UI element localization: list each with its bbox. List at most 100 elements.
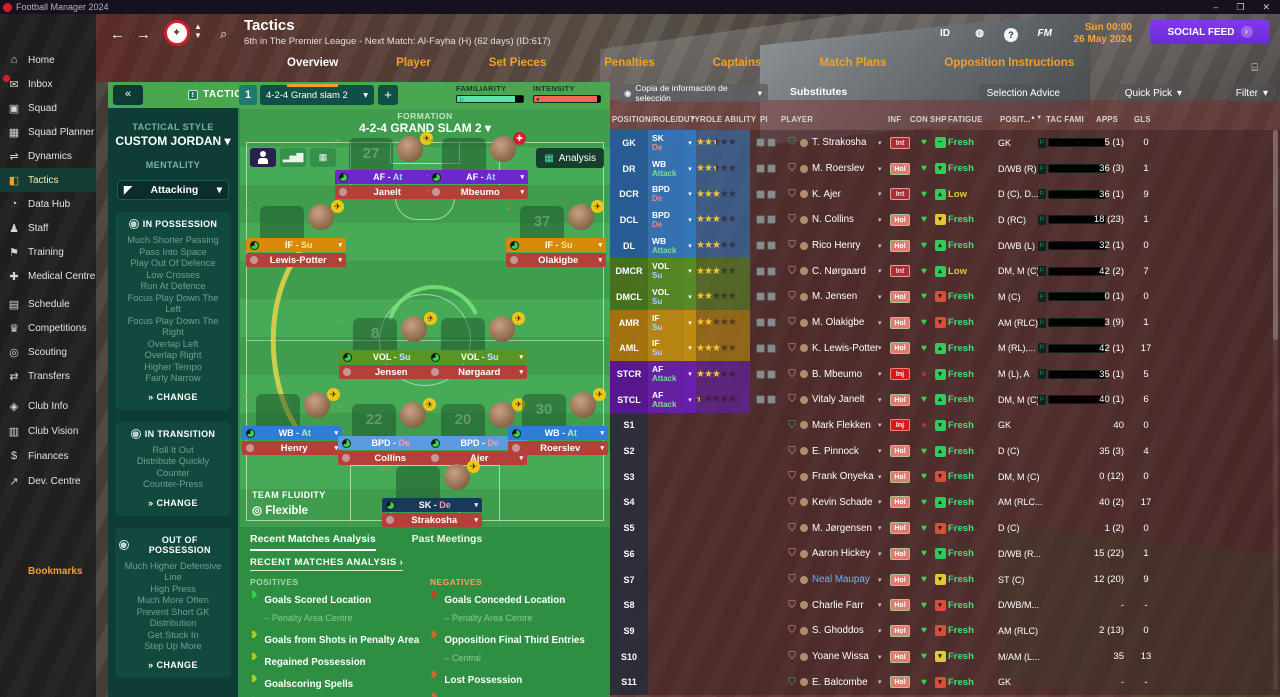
player-name-select[interactable]: Nørgaard ▾ — [427, 365, 527, 379]
player-name[interactable]: M. Jensen — [812, 291, 858, 303]
tab-penalties[interactable]: Penalties — [604, 57, 655, 69]
help-icon[interactable]: ? — [1004, 28, 1018, 42]
manager-id-label[interactable]: ID — [940, 28, 950, 39]
player-instructions-icons[interactable] — [756, 310, 782, 336]
search-icon[interactable]: ⌕ — [220, 26, 228, 41]
player-instructions-icons[interactable] — [756, 156, 782, 182]
player-name[interactable]: N. Collins — [812, 214, 854, 226]
col-shp[interactable]: SHP — [930, 115, 947, 124]
player-chevron-icon[interactable]: ▾ — [878, 525, 882, 533]
player-instructions-icons[interactable] — [756, 233, 782, 259]
close-button[interactable]: ✕ — [1262, 1, 1270, 12]
player-name-select[interactable]: Ajer ▾ — [427, 451, 527, 465]
player-name-select[interactable]: Henry ▾ — [242, 441, 342, 455]
player-name-select[interactable]: Mbeumo ▾ — [428, 185, 528, 199]
player-name[interactable]: C. Nørgaard — [812, 265, 866, 277]
club-crest[interactable] — [164, 20, 190, 46]
role-select[interactable]: IF - Su ▾ — [506, 238, 606, 252]
player-chevron-icon[interactable]: ▾ — [878, 396, 882, 404]
role-chevron-icon[interactable]: ▾ — [684, 284, 696, 310]
player-name[interactable]: S. Ghoddos — [812, 625, 864, 637]
player-chevron-icon[interactable]: ▾ — [878, 602, 882, 610]
player-chevron-icon[interactable]: ▾ — [878, 499, 882, 507]
sidebar-item-scouting[interactable]: ◎ Scouting — [0, 340, 96, 364]
substitutes-label[interactable]: Substitutes — [790, 86, 848, 98]
squad-row-tstrakosha[interactable]: GK SK De ▾ ★ ★ ★ ★ ★ ⛉ T. Strakosha ▾ Int ♥ − Fresh GK ⚐ 5… — [610, 130, 1280, 156]
change-button[interactable]: » CHANGE — [148, 659, 198, 670]
sidebar-item-transfers[interactable]: ⇄ Transfers — [0, 364, 96, 388]
role-select[interactable]: WB - At ▾ — [508, 426, 608, 440]
tab-match-plans[interactable]: Match Plans — [819, 57, 887, 69]
sidebar-item-dynamics[interactable]: ⇌ Dynamics — [0, 144, 96, 168]
squad-row-cnrgaard[interactable]: DMCR VOL Su ▾ ★ ★ ★ ★ ★ ⛉ C. Nørgaard ▾ Int ♥ ▴ Low DM, … — [610, 258, 1280, 285]
player-name[interactable]: M. Roerslev — [812, 163, 865, 175]
social-feed-button[interactable]: SOCIAL FEED › — [1150, 20, 1270, 44]
sidebar-item-dev--centre[interactable]: ↗ Dev. Centre — [0, 469, 96, 493]
tab-player[interactable]: Player — [396, 57, 431, 69]
sidebar-item-schedule[interactable]: ▤ Schedule — [0, 292, 96, 316]
col-role-ability[interactable]: ROLE ABILITY — [700, 115, 757, 124]
add-tactic-button[interactable]: + — [378, 85, 398, 105]
player-chevron-icon[interactable]: ▾ — [878, 139, 882, 147]
formation-view-button[interactable]: ▦ — [310, 148, 336, 167]
quick-pick-select[interactable]: Quick Pick ▾ — [1116, 84, 1190, 102]
sidebar-item-home[interactable]: ⌂ Home — [0, 48, 96, 72]
forward-icon[interactable]: → — [136, 26, 151, 43]
filter-select[interactable]: Filter ▾ — [1227, 84, 1276, 102]
change-button[interactable]: » CHANGE — [148, 391, 198, 402]
col-apps[interactable]: APPS — [1096, 115, 1119, 124]
player-name-select[interactable]: Strakosha ▾ — [382, 513, 482, 527]
stats-view-button[interactable]: ▂▅▇ — [280, 148, 306, 167]
player-name-select[interactable]: Janelt▾ — [335, 185, 435, 199]
player-name[interactable]: T. Strakosha — [812, 137, 867, 149]
squad-row-sghoddos[interactable]: S9 ⛉ S. Ghoddos ▾ Hol ♥ ▾ Fresh AM (RLC) 2 (13) 0 — [610, 618, 1280, 644]
squad-row-aaronhickey[interactable]: S6 ⛉ Aaron Hickey ▾ Hol ♥ ▾ Fresh D/WB (R... 15 (… — [610, 541, 1280, 567]
analysis-header-link[interactable]: RECENT MATCHES ANALYSIS › — [250, 557, 404, 571]
back-icon[interactable]: ← — [110, 26, 125, 43]
player-name-select[interactable]: Roerslev ▾ — [508, 441, 608, 455]
sidebar-item-competitions[interactable]: ♛ Competitions — [0, 316, 96, 340]
role-chevron-icon[interactable]: ▾ — [684, 361, 696, 387]
role-chevron-icon[interactable]: ▾ — [684, 386, 696, 413]
sidebar-item-club-info[interactable]: ◈ Club Info — [0, 394, 96, 418]
squad-row-yoanewissa[interactable]: S10 ⛉ Yoane Wissa ▾ Hol ♥ ▾ Fresh M/AM (L... 35 13 — [610, 643, 1280, 670]
col-posit[interactable]: POSIT... — [1000, 115, 1031, 124]
tab-captains[interactable]: Captains — [712, 57, 762, 69]
player-name[interactable]: Yoane Wissa — [812, 651, 869, 663]
player-chevron-icon[interactable]: ▾ — [878, 627, 882, 635]
squad-row-epinnock[interactable]: S2 ⛉ E. Pinnock ▾ Hol ♥ ▴ Fresh D (C) 35 (3) 4 — [610, 438, 1280, 464]
squad-row-ricohenry[interactable]: DL WB Attack ▾ ★ ★ ★ ★ ★ ⛉ Rico Henry ▾ Hol ♥ ▴ Fresh D/… — [610, 232, 1280, 259]
player-chevron-icon[interactable]: ▾ — [878, 576, 882, 584]
sidebar-item-training[interactable]: ⚑ Training — [0, 240, 96, 264]
squad-row-vitalyjanelt[interactable]: STCL AF Attack ▾ ★ ★ ★ ★ ★ ⛉ Vitaly Janelt ▾ Hol ♥ ▴ Fr… — [610, 386, 1280, 413]
role-chevron-icon[interactable]: ▾ — [684, 181, 696, 208]
col-tacfami[interactable]: TAC FAMI — [1046, 115, 1084, 124]
squad-row-klewispotter[interactable]: AML IF Su ▾ ★ ★ ★ ★ ★ ⛉ K. Lewis-Potter ▾ Hol ♥ ▴ Fresh… — [610, 335, 1280, 362]
tactical-style-select[interactable]: CUSTOM JORDAN ▾ — [115, 134, 231, 148]
player-name[interactable]: Frank Onyeka — [812, 471, 874, 483]
role-select[interactable]: SK - De ▾ — [382, 498, 482, 512]
role-select[interactable]: VOL - Su▾ — [427, 350, 527, 364]
analysis-button[interactable]: ▦ Analysis — [536, 148, 604, 168]
col-fatigue[interactable]: FATIGUE — [948, 115, 983, 124]
sidebar-item-club-vision[interactable]: ▥ Club Vision — [0, 419, 96, 443]
squad-row-mroerslev[interactable]: DR WB Attack ▾ ★ ★ ★ ★ ★ ⛉ M. Roerslev ▾ Hol ♥ ▾ Fresh D… — [610, 155, 1280, 182]
club-switch-icon[interactable]: ▲ ▼ — [194, 22, 202, 40]
tab-opposition-instructions[interactable]: Opposition Instructions — [944, 57, 1075, 69]
analysis-tab-recent-matches-analysis[interactable]: Recent Matches Analysis — [250, 533, 376, 551]
display-icon[interactable]: ⌸ — [1251, 62, 1258, 74]
sidebar-item-squad[interactable]: ▣ Squad — [0, 96, 96, 120]
player-chevron-icon[interactable]: ▾ — [878, 448, 882, 456]
role-select[interactable]: WB - At ▾ — [242, 426, 342, 440]
col-player[interactable]: PLAYER — [781, 115, 814, 124]
player-chevron-icon[interactable]: ▾ — [878, 165, 882, 173]
role-select[interactable]: IF - Su ▾ — [246, 238, 346, 252]
copy-selection-info-select[interactable]: ◉ Copia de información de selección ▾ — [618, 83, 768, 103]
role-chevron-icon[interactable]: ▾ — [684, 207, 696, 233]
player-name[interactable]: Vitaly Janelt — [812, 394, 865, 406]
pitch-player-olakigbe[interactable]: ❛❜ 37 ✈ IF - Su ▾ Olakigbe ▾ — [506, 200, 606, 267]
squad-row-kevinschade[interactable]: S4 ⛉ Kevin Schade ▾ Hol ♥ ▴ Fresh AM (RLC... 40 (… — [610, 489, 1280, 516]
player-name[interactable]: Neal Maupay — [812, 574, 870, 586]
player-chevron-icon[interactable]: ▾ — [878, 422, 882, 430]
pitch-player-janelt[interactable]: ❛❜ 27 ✈ AF - At▾Janelt▾ — [335, 132, 435, 199]
